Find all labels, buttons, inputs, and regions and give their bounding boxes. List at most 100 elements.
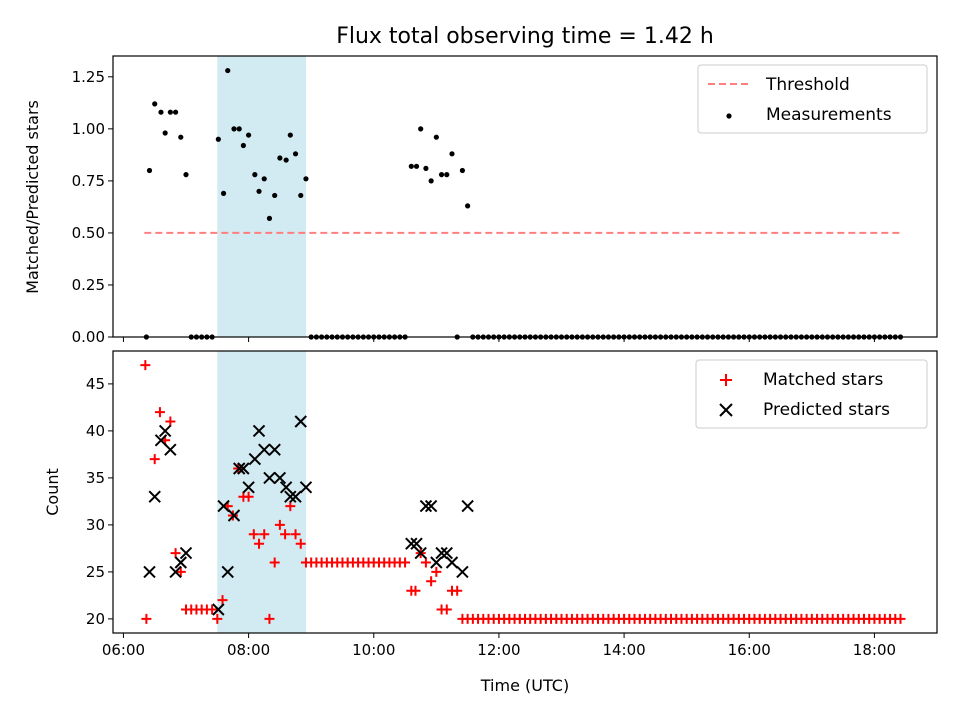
measurement-point [283, 157, 289, 163]
x-tick-label: 18:00 [853, 641, 896, 659]
matched-star-point [426, 576, 437, 587]
matched-stars-legend-swatch [720, 374, 732, 386]
measurement-point [225, 67, 231, 74]
predicted-star-point [237, 462, 250, 475]
matched-star-point [269, 557, 280, 568]
x-tick-label: 14:00 [602, 641, 645, 659]
threshold-legend-label: Threshold [765, 75, 850, 95]
matched-star-point [212, 613, 223, 624]
bottom-x-ticks: 06:00 08:00 10:00 12:00 14:00 16:00 18:00 [102, 633, 896, 659]
measurement-point [465, 203, 471, 209]
bottom-y-ticks: 20 25 30 35 40 45 [86, 375, 113, 628]
measurement-point [256, 188, 262, 194]
measurement-point [245, 132, 252, 138]
measurement-point [413, 163, 420, 169]
predicted-stars-legend-label: Predicted stars [763, 400, 890, 420]
matched-star-point [170, 548, 181, 559]
measurements-legend-swatch [726, 113, 732, 119]
measurement-point [298, 192, 304, 199]
measurement-point [303, 176, 309, 182]
x-tick-label: 08:00 [227, 641, 270, 659]
predicted-star-point [148, 490, 161, 503]
predicted-star-point [242, 481, 255, 494]
matched-star-point [441, 604, 452, 615]
matched-star-point [141, 613, 152, 624]
matched-star-point [400, 557, 411, 568]
predicted-star-point [174, 556, 188, 569]
bottom-axes-frame [112, 350, 938, 634]
x-tick-label: 16:00 [728, 641, 771, 659]
top-panel: 0.00 0.25 0.50 0.75 1.00 1.25 Matched/Predict… [23, 55, 938, 346]
predicted-star-point [143, 565, 156, 579]
measurement-point [236, 126, 242, 132]
predicted-star-point [248, 452, 262, 466]
bottom-shaded-span [217, 351, 306, 633]
matched-star-point [410, 585, 421, 596]
predicted-star-point [258, 443, 271, 456]
predicted-star-point [445, 556, 459, 569]
y-tick-label: 0.50 [72, 224, 105, 242]
bottom-y-axis-label: Count [43, 468, 62, 516]
predicted-star-point [217, 499, 230, 513]
measurement-point [418, 126, 424, 132]
x-tick-label: 10:00 [352, 641, 395, 659]
measurement-point [272, 192, 278, 199]
predicted-star-point [289, 490, 302, 503]
top-y-ticks: 0.00 0.25 0.50 0.75 1.00 1.25 [72, 68, 113, 346]
predicted-star-point [410, 537, 423, 550]
measurement-point [459, 167, 466, 174]
y-tick-label: 1.00 [72, 120, 105, 138]
measurement-point [231, 126, 237, 132]
predicted-star-point [456, 565, 469, 579]
top-x-ticks [122, 337, 875, 342]
top-y-axis-label: Matched/Predicted stars [23, 100, 42, 294]
measurement-point [292, 151, 299, 157]
matched-star-point [420, 557, 431, 568]
y-tick-label: 40 [86, 422, 105, 440]
measurement-point [146, 167, 153, 174]
predicted-star-point [221, 565, 234, 579]
predicted-star-point [268, 443, 281, 456]
predicted-star-point [419, 499, 433, 513]
matched-star-point [290, 529, 301, 540]
measurement-point [183, 172, 189, 178]
predicted-star-point [435, 546, 448, 560]
matched-star-point [207, 604, 218, 615]
predicted-star-point [279, 481, 293, 494]
measurement-point [152, 101, 158, 107]
predicted-star-point [227, 509, 241, 522]
measurement-point [220, 190, 227, 196]
measurement-point [261, 176, 267, 182]
y-tick-label: 0.00 [72, 328, 105, 346]
top-legend: Threshold Measurements [697, 64, 928, 134]
matched-star-point [280, 529, 291, 540]
predicted-star-point [233, 462, 246, 475]
matched-star-point [259, 529, 270, 540]
measurements-legend-label: Measurements [766, 105, 892, 125]
measurement-point [158, 109, 164, 115]
predicted-star-point [263, 471, 276, 485]
measurement-point [449, 151, 455, 157]
predicted-star-point [294, 415, 307, 428]
top-legend-box [697, 64, 928, 134]
chart-title: Flux total observing time = 1.42 h [336, 24, 714, 49]
measurement-point [240, 142, 246, 149]
matched-star-point [217, 595, 228, 606]
measurement-point [178, 134, 184, 140]
predicted-star-point [299, 481, 313, 494]
measurement-point [428, 178, 434, 184]
matched-star-point [295, 538, 306, 549]
x-axis-label: Time (UTC) [480, 676, 569, 695]
top-shaded-span [217, 56, 306, 337]
measurement-point [444, 172, 450, 178]
predicted-star-point [440, 546, 453, 560]
predicted-star-point [424, 499, 438, 513]
matched-star-point [149, 454, 160, 465]
y-tick-label: 25 [86, 563, 105, 581]
y-tick-label: 20 [86, 610, 105, 628]
matched-star-point [154, 407, 165, 418]
top-axes-frame [112, 55, 938, 338]
x-tick-label: 12:00 [477, 641, 520, 659]
measurement-point [408, 163, 414, 169]
